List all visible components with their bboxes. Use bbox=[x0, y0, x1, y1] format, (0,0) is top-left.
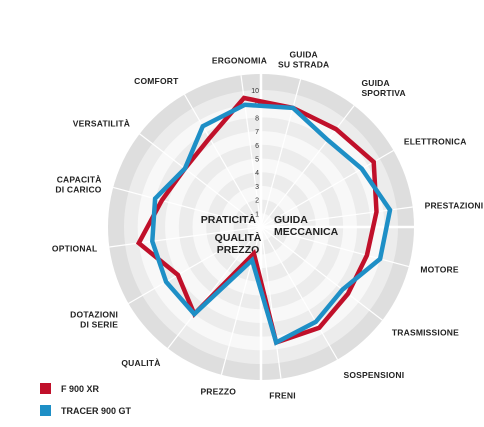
radar-tick-label: 2 bbox=[255, 198, 259, 205]
radar-spoke bbox=[260, 105, 355, 228]
category-label: VERSATILITÀ bbox=[73, 119, 130, 129]
radar-tick-label: 7 bbox=[255, 129, 259, 136]
sector-label: GUIDA MECCANICA bbox=[274, 214, 339, 238]
radar-spoke bbox=[260, 226, 383, 321]
radar-spoke bbox=[183, 94, 262, 228]
category-label: QUALITÀ bbox=[121, 358, 160, 368]
radar-spoke bbox=[260, 226, 339, 360]
series-line-tracer900gt bbox=[150, 102, 393, 346]
radar-tick-label: 10 bbox=[251, 88, 259, 95]
category-label: SOSPENSIONI bbox=[344, 370, 405, 380]
category-label: COMFORT bbox=[134, 76, 179, 86]
category-label: PREZZO bbox=[200, 386, 236, 396]
radar-spoke bbox=[260, 226, 409, 268]
radar-spoke bbox=[109, 226, 262, 248]
radar-series bbox=[135, 95, 393, 346]
radar-spoke bbox=[260, 226, 282, 379]
category-labels: GUIDA SU STRADA GUIDA SPORTIVA ELETTRONICA PR… bbox=[52, 50, 483, 401]
sector-label: QUALITÀ PREZZO bbox=[215, 231, 262, 256]
sector-labels: PRATICITÀ GUIDA MECCANICA QUALITÀ PREZZO bbox=[201, 213, 339, 256]
radar-spoke bbox=[113, 186, 262, 228]
category-label: FRENI bbox=[269, 391, 296, 401]
legend-label-tracer900gt: TRACER 900 GT bbox=[61, 405, 132, 416]
category-label: OPTIONAL bbox=[52, 244, 98, 254]
category-label: ERGONOMIA bbox=[212, 55, 267, 65]
radar-spoke bbox=[139, 133, 262, 228]
radar-spoke bbox=[167, 226, 262, 349]
radar-tick-label: 1 bbox=[255, 211, 259, 218]
radar-spoke bbox=[260, 206, 413, 228]
legend-swatch-tracer900gt bbox=[40, 405, 51, 416]
category-label: PRESTAZIONI bbox=[425, 200, 484, 210]
radar-tick-label: 8 bbox=[255, 115, 259, 122]
radar-tick-label: 4 bbox=[255, 170, 259, 177]
category-label: GUIDA SPORTIVA bbox=[361, 78, 405, 98]
legend-swatch-f900xr bbox=[40, 383, 51, 394]
category-label: TRASMISSIONE bbox=[392, 327, 459, 337]
legend-item-f900xr: F 900 XR bbox=[40, 383, 99, 394]
radar-tick-label: 3 bbox=[255, 184, 259, 191]
sector-label: PRATICITÀ bbox=[201, 213, 257, 226]
category-label: GUIDA SU STRADA bbox=[278, 50, 329, 70]
series-line-f900xr bbox=[135, 95, 379, 346]
legend-label-f900xr: F 900 XR bbox=[61, 383, 100, 394]
legend-item-tracer900gt: TRACER 900 GT bbox=[40, 405, 131, 416]
radar-tick-label: 6 bbox=[255, 143, 259, 150]
radar-spoke bbox=[260, 149, 394, 228]
category-label: ELETTRONICA bbox=[404, 137, 467, 147]
category-label: DOTAZIONI DI SERIE bbox=[70, 310, 118, 330]
category-label: CAPACITÀ DI CARICO bbox=[55, 174, 101, 194]
radar-spoke bbox=[260, 79, 302, 228]
radar-spoke bbox=[128, 226, 262, 305]
radar-tick-label: 5 bbox=[255, 157, 259, 164]
category-label: MOTORE bbox=[420, 265, 458, 275]
